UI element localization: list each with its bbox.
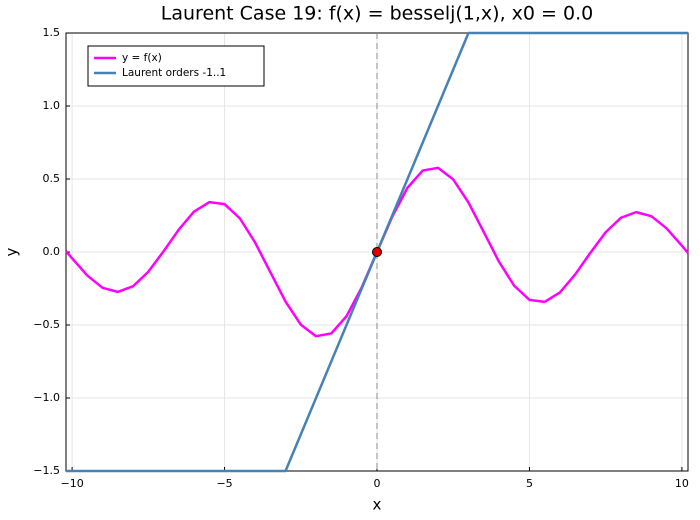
- legend-label: y = f(x): [122, 52, 162, 64]
- y-tick-label: −1.0: [33, 391, 60, 404]
- x-tick-label: −10: [60, 477, 83, 490]
- y-axis-label: y: [3, 247, 21, 256]
- y-tick-label: 0.5: [43, 172, 61, 185]
- x-tick-label: 10: [675, 477, 689, 490]
- y-tick-label: 1.0: [43, 99, 61, 112]
- x-axis-label: x: [373, 496, 382, 514]
- y-tick-label: −1.5: [33, 464, 60, 477]
- y-tick-label: 1.5: [43, 26, 61, 39]
- legend-label: Laurent orders -1..1: [122, 67, 226, 79]
- chart-title: Laurent Case 19: f(x) = besselj(1,x), x0…: [161, 3, 593, 25]
- y-tick-label: −0.5: [33, 318, 60, 331]
- x-tick-label: 5: [526, 477, 533, 490]
- y-tick-label: 0.0: [43, 245, 61, 258]
- x-tick-label: 0: [374, 477, 381, 490]
- expansion-point: [372, 247, 382, 257]
- x-tick-label: −5: [216, 477, 232, 490]
- legend-box: [87, 45, 265, 87]
